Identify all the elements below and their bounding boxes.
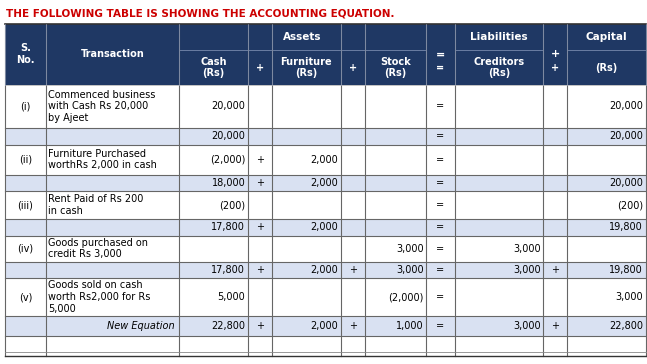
Text: (2,000): (2,000) <box>210 155 245 165</box>
Text: =: = <box>436 222 444 232</box>
Text: +: + <box>256 321 264 331</box>
Text: 17,800: 17,800 <box>212 265 245 275</box>
Text: =: = <box>436 131 444 141</box>
Text: (200): (200) <box>617 200 643 210</box>
Bar <box>5 191 646 219</box>
Text: (200): (200) <box>219 200 245 210</box>
Text: Furniture
(Rs): Furniture (Rs) <box>281 57 332 78</box>
Text: 5,000: 5,000 <box>217 292 245 302</box>
Text: =: = <box>436 63 444 72</box>
Text: Transaction: Transaction <box>80 49 144 59</box>
Text: 18,000: 18,000 <box>212 178 245 188</box>
Text: =: = <box>436 155 444 165</box>
Bar <box>5 262 646 278</box>
Text: Furniture Purchased
worthRs 2,000 in cash: Furniture Purchased worthRs 2,000 in cas… <box>49 149 157 170</box>
Text: 2,000: 2,000 <box>311 321 338 331</box>
Bar <box>5 316 646 336</box>
Text: 20,000: 20,000 <box>609 131 643 141</box>
Text: =: = <box>436 200 444 210</box>
Text: 19,800: 19,800 <box>609 265 643 275</box>
Text: S.
No.: S. No. <box>16 43 35 65</box>
Text: New Equation: New Equation <box>107 321 175 331</box>
Text: 22,800: 22,800 <box>609 321 643 331</box>
Text: 3,000: 3,000 <box>615 292 643 302</box>
Text: +: + <box>551 49 560 59</box>
Text: Assets: Assets <box>283 32 322 42</box>
Text: +: + <box>551 265 559 275</box>
Bar <box>5 278 646 316</box>
Text: 20,000: 20,000 <box>609 178 643 188</box>
Bar <box>5 175 646 191</box>
Text: =: = <box>436 265 444 275</box>
Text: (Rs): (Rs) <box>595 63 617 72</box>
Text: +: + <box>256 222 264 232</box>
Text: (2,000): (2,000) <box>388 292 424 302</box>
Text: 3,000: 3,000 <box>513 265 540 275</box>
Text: 3,000: 3,000 <box>396 244 424 254</box>
Bar <box>5 128 646 145</box>
Text: (ii): (ii) <box>19 155 32 165</box>
Text: 20,000: 20,000 <box>212 101 245 111</box>
Text: 2,000: 2,000 <box>311 222 338 232</box>
Text: =: = <box>436 321 444 331</box>
Text: +: + <box>256 155 264 165</box>
Text: 2,000: 2,000 <box>311 155 338 165</box>
Text: Cash
(Rs): Cash (Rs) <box>200 57 226 78</box>
Bar <box>5 236 646 262</box>
Text: +: + <box>349 265 356 275</box>
Bar <box>5 24 646 85</box>
Text: =: = <box>436 49 445 59</box>
Text: 19,800: 19,800 <box>609 222 643 232</box>
Text: +: + <box>551 63 559 72</box>
Text: +: + <box>349 63 357 72</box>
Text: +: + <box>256 178 264 188</box>
Text: =: = <box>436 101 444 111</box>
Text: (i): (i) <box>20 101 30 111</box>
Text: +: + <box>256 63 264 72</box>
Text: (v): (v) <box>19 292 32 302</box>
Text: 20,000: 20,000 <box>212 131 245 141</box>
Text: Capital: Capital <box>586 32 627 42</box>
Text: Goods purchased on
credit Rs 3,000: Goods purchased on credit Rs 3,000 <box>49 238 148 260</box>
Bar <box>5 85 646 128</box>
Text: Creditors
(Rs): Creditors (Rs) <box>474 57 525 78</box>
Text: 2,000: 2,000 <box>311 265 338 275</box>
Text: +: + <box>256 265 264 275</box>
Text: Rent Paid of Rs 200
in cash: Rent Paid of Rs 200 in cash <box>49 194 144 216</box>
Text: 3,000: 3,000 <box>396 265 424 275</box>
Text: 20,000: 20,000 <box>609 101 643 111</box>
Text: THE FOLLOWING TABLE IS SHOWING THE ACCOUNTING EQUATION.: THE FOLLOWING TABLE IS SHOWING THE ACCOU… <box>6 8 395 18</box>
Text: =: = <box>436 292 444 302</box>
Text: =: = <box>436 244 444 254</box>
Text: +: + <box>551 321 559 331</box>
Text: 3,000: 3,000 <box>513 244 540 254</box>
Text: Goods sold on cash
worth Rs2,000 for Rs
5,000: Goods sold on cash worth Rs2,000 for Rs … <box>49 280 151 314</box>
Text: (iv): (iv) <box>17 244 34 254</box>
Text: Liabilities: Liabilities <box>470 32 528 42</box>
Text: 3,000: 3,000 <box>513 321 540 331</box>
Text: +: + <box>349 321 356 331</box>
Text: 1,000: 1,000 <box>396 321 424 331</box>
Text: Commenced business
with Cash Rs 20,000
by Ajeet: Commenced business with Cash Rs 20,000 b… <box>49 90 155 123</box>
Bar <box>5 219 646 236</box>
Bar <box>5 145 646 175</box>
Text: 22,800: 22,800 <box>212 321 245 331</box>
Text: 17,800: 17,800 <box>212 222 245 232</box>
Text: 2,000: 2,000 <box>311 178 338 188</box>
Text: (iii): (iii) <box>17 200 34 210</box>
Text: Stock
(Rs): Stock (Rs) <box>380 57 411 78</box>
Text: =: = <box>436 178 444 188</box>
